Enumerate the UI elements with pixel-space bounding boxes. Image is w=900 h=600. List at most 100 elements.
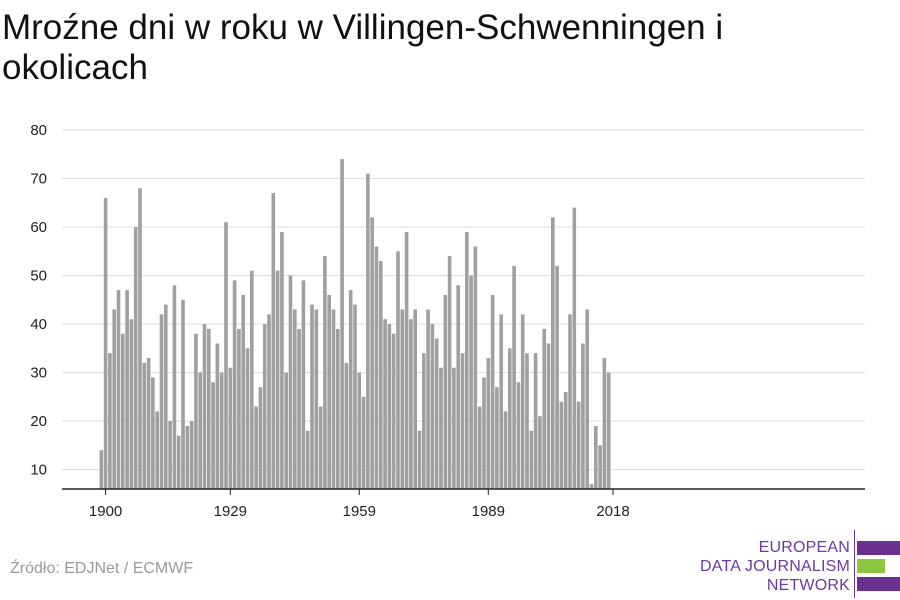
- y-tick-label-10: 10: [30, 462, 47, 479]
- bar-1933: [245, 348, 250, 489]
- bar-1997: [520, 314, 525, 489]
- bar-1970: [404, 231, 409, 489]
- bar-2013: [589, 484, 594, 489]
- logo-bar-purple-top: [857, 541, 900, 555]
- bar-1917: [176, 435, 181, 489]
- bar-2003: [546, 343, 551, 489]
- bar-1942: [284, 372, 288, 489]
- bar-1951: [323, 256, 327, 489]
- y-tick-label-80: 80: [30, 122, 47, 139]
- bar-1945: [297, 328, 301, 489]
- logo-bar-purple-bottom: [857, 577, 900, 591]
- bar-1918: [181, 299, 185, 489]
- bar-1902: [112, 309, 116, 489]
- bar-1912: [155, 411, 159, 489]
- logo-bar-green: [857, 559, 885, 573]
- bar-1957: [348, 290, 353, 489]
- bar-1974: [422, 353, 426, 489]
- bar-1943: [288, 275, 293, 489]
- bar-1972: [413, 309, 417, 489]
- bar-1962: [370, 217, 374, 489]
- x-tick-label-2018: 2018: [596, 503, 629, 520]
- bar-1909: [142, 362, 147, 489]
- bar-1915: [168, 421, 172, 489]
- x-tick-label-1929: 1929: [214, 503, 247, 520]
- bar-1982: [456, 285, 460, 489]
- y-tick-label-60: 60: [30, 219, 47, 236]
- bar-2015: [598, 445, 602, 489]
- bar-2008: [568, 314, 572, 489]
- bar-2007: [563, 391, 568, 489]
- bar-1983: [460, 353, 465, 489]
- bar-1964: [379, 260, 383, 489]
- bar-1986: [473, 246, 478, 489]
- bar-1989: [486, 358, 491, 489]
- bar-1976: [430, 324, 435, 489]
- bar-1934: [250, 270, 254, 489]
- bar-1929: [228, 367, 233, 489]
- bar-1938: [267, 314, 271, 489]
- bar-1944: [293, 309, 297, 489]
- bar-1901: [108, 353, 112, 489]
- bar-1924: [207, 328, 211, 489]
- bar-1959: [357, 372, 362, 489]
- bar-1903: [116, 290, 121, 489]
- bar-1925: [211, 382, 215, 489]
- bar-1947: [305, 430, 310, 489]
- bar-2014: [594, 425, 598, 489]
- bar-1958: [353, 304, 357, 489]
- bar-1992: [499, 314, 503, 489]
- y-tick-label-70: 70: [30, 171, 47, 188]
- bar-1935: [254, 406, 258, 489]
- logo-line-2: DATA JOURNALISM: [700, 558, 850, 575]
- bar-2004: [551, 217, 555, 489]
- chart-title: Mroźne dni w roku w Villingen-Schwenning…: [2, 8, 724, 87]
- bar-1949: [314, 309, 319, 489]
- logo-line-3: NETWORK: [766, 577, 850, 594]
- bar-1995: [512, 265, 516, 489]
- bar-1996: [516, 382, 521, 489]
- bar-1980: [447, 256, 452, 489]
- bar-1926: [215, 343, 220, 489]
- bar-1963: [374, 246, 379, 489]
- bar-1978: [439, 367, 443, 489]
- bar-1969: [400, 309, 405, 489]
- bar-1968: [396, 251, 400, 489]
- bar-1941: [280, 231, 284, 489]
- bar-1919: [185, 425, 190, 489]
- bar-1928: [224, 222, 228, 489]
- bar-1936: [258, 387, 263, 489]
- bar-1900: [103, 197, 108, 490]
- bar-1932: [241, 294, 245, 489]
- bar-1998: [525, 353, 529, 489]
- bar-1985: [469, 275, 473, 489]
- bar-2001: [538, 416, 542, 489]
- bar-1984: [465, 231, 469, 489]
- bar-1952: [327, 294, 331, 489]
- bar-2011: [581, 343, 585, 489]
- bar-1977: [434, 338, 439, 489]
- bar-1927: [219, 372, 224, 489]
- bar-1905: [125, 290, 129, 489]
- bar-1923: [202, 324, 207, 489]
- bar-1921: [194, 333, 198, 489]
- logo-line-1: EUROPEAN: [758, 539, 850, 556]
- bar-1981: [452, 367, 456, 489]
- bar-1990: [490, 294, 495, 489]
- bar-1955: [340, 159, 344, 490]
- bar-1920: [189, 421, 194, 489]
- bar-1966: [387, 324, 392, 489]
- edjnet-logo[interactable]: EUROPEAN DATA JOURNALISM NETWORK: [700, 530, 900, 598]
- bar-1907: [133, 227, 138, 489]
- x-axis: 1900 1929 1959 1989 2018: [62, 488, 865, 520]
- bar-1913: [159, 314, 164, 489]
- bar-2017: [606, 372, 611, 489]
- bar-1946: [301, 280, 306, 489]
- bar-1965: [383, 319, 387, 489]
- y-tick-label-20: 20: [30, 413, 47, 430]
- bar-1911: [151, 377, 155, 489]
- bar-1954: [336, 328, 340, 489]
- source-note: Źródło: EDJNet / ECMWF: [10, 560, 194, 577]
- bar-1987: [477, 406, 482, 489]
- x-tick-label-1959: 1959: [343, 503, 376, 520]
